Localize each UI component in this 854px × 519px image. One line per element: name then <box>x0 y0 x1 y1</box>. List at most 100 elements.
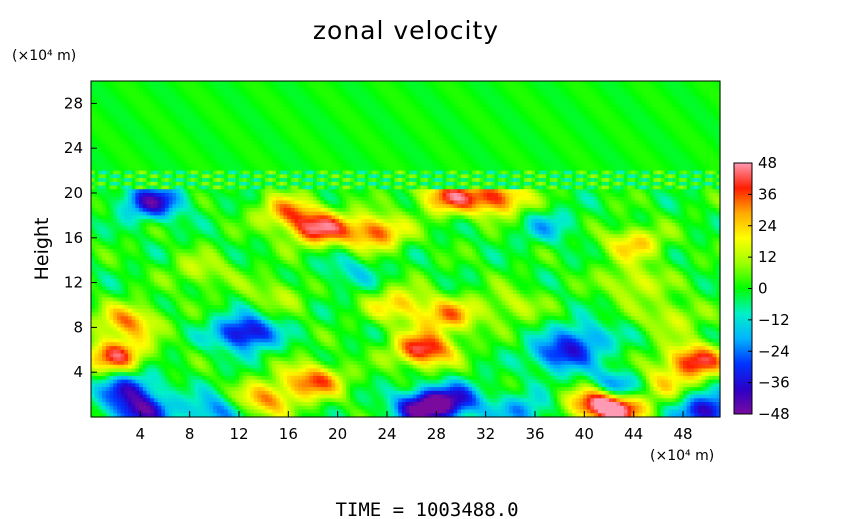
heatmap-cell <box>690 95 695 101</box>
heatmap-cell <box>553 114 558 119</box>
heatmap-cell <box>697 125 703 131</box>
heatmap-cell <box>272 129 277 134</box>
heatmap-cell <box>435 125 440 131</box>
heatmap-cell <box>638 163 643 168</box>
heatmap-cell <box>453 84 458 90</box>
heatmap-cell <box>646 114 651 119</box>
heatmap-cell <box>157 178 162 183</box>
heatmap-cell <box>120 95 125 101</box>
heatmap-cell <box>139 95 144 101</box>
heatmap-cell <box>146 148 151 153</box>
heatmap-cell <box>305 163 310 168</box>
heatmap-cell <box>605 166 610 172</box>
heatmap-cell <box>642 81 647 86</box>
heatmap-cell <box>324 163 329 168</box>
heatmap-cell <box>498 88 503 93</box>
heatmap-cell <box>109 178 114 183</box>
heatmap-cell <box>224 159 229 164</box>
heatmap-cell <box>198 144 203 149</box>
heatmap-cell <box>394 166 399 172</box>
heatmap-cell <box>176 125 181 131</box>
heatmap-cell <box>94 122 99 127</box>
heatmap-cell <box>461 88 466 93</box>
heatmap-cell <box>313 88 318 93</box>
heatmap-cell <box>102 151 107 157</box>
heatmap-cell <box>202 178 207 183</box>
heatmap-cell <box>150 140 155 146</box>
heatmap-cell <box>420 107 425 112</box>
heatmap-cell <box>475 170 481 175</box>
heatmap-cell <box>409 174 414 179</box>
heatmap-cell <box>424 92 429 97</box>
heatmap-cell <box>708 155 714 160</box>
heatmap-cell <box>116 170 122 175</box>
heatmap-cell <box>472 140 477 146</box>
heatmap-cell <box>128 81 133 86</box>
heatmap-cell <box>320 137 325 142</box>
heatmap-cell <box>634 185 640 190</box>
heatmap-cell <box>542 95 547 101</box>
heatmap-cell <box>409 185 414 190</box>
heatmap-cell <box>716 129 721 134</box>
heatmap-cell <box>294 137 299 142</box>
heatmap-cell <box>387 148 392 153</box>
heatmap-cell <box>564 174 569 179</box>
heatmap-cell <box>168 155 173 160</box>
heatmap-cell <box>220 107 225 112</box>
heatmap-cell <box>520 166 525 172</box>
heatmap-cell <box>575 99 580 104</box>
heatmap-cell <box>294 103 299 108</box>
heatmap-cell <box>202 92 207 97</box>
heatmap-cell <box>568 178 573 183</box>
heatmap-cell <box>498 174 503 179</box>
heatmap-cell <box>213 122 218 127</box>
heatmap-cell <box>242 88 247 93</box>
heatmap-cell <box>501 151 506 157</box>
heatmap-cell <box>494 129 499 134</box>
heatmap-cell <box>294 88 299 93</box>
heatmap-cell <box>631 129 636 134</box>
heatmap-cell <box>357 84 362 90</box>
heatmap-cell <box>412 174 418 179</box>
heatmap-cell <box>549 151 555 157</box>
heatmap-cell <box>98 185 103 190</box>
heatmap-cell <box>697 118 703 123</box>
heatmap-cell <box>442 122 447 127</box>
heatmap-cell <box>246 137 251 142</box>
heatmap-cell <box>216 178 222 183</box>
heatmap-cell <box>350 181 355 187</box>
heatmap-cell <box>646 84 651 90</box>
heatmap-cell <box>309 189 314 194</box>
heatmap-cell <box>597 125 603 131</box>
heatmap-cell <box>620 92 625 97</box>
heatmap-cell <box>153 81 159 86</box>
heatmap-cell <box>620 151 625 157</box>
heatmap-cell <box>483 103 488 108</box>
heatmap-cell <box>309 110 314 116</box>
heatmap-cell <box>194 92 199 97</box>
heatmap-cell <box>390 84 395 90</box>
heatmap-cell <box>494 178 499 183</box>
heatmap-cell <box>638 99 643 104</box>
heatmap-cell <box>620 174 625 179</box>
heatmap-cell <box>509 148 514 153</box>
heatmap-cell <box>157 103 162 108</box>
heatmap-cell <box>353 92 358 97</box>
heatmap-cell <box>283 166 288 172</box>
heatmap-cell <box>250 140 255 146</box>
heatmap-cell <box>253 140 259 146</box>
heatmap-cell <box>575 92 580 97</box>
heatmap-cell <box>668 148 673 153</box>
heatmap-cell <box>298 122 303 127</box>
heatmap-cell <box>483 185 488 190</box>
heatmap-cell <box>442 125 447 131</box>
heatmap-cell <box>253 107 259 112</box>
heatmap-cell <box>387 95 392 101</box>
heatmap-cell <box>231 133 236 138</box>
heatmap-cell <box>475 88 481 93</box>
heatmap-cell <box>176 88 181 93</box>
heatmap-cell <box>535 110 540 116</box>
heatmap-cell <box>620 178 625 183</box>
heatmap-cell <box>268 163 273 168</box>
heatmap-cell <box>272 163 277 168</box>
